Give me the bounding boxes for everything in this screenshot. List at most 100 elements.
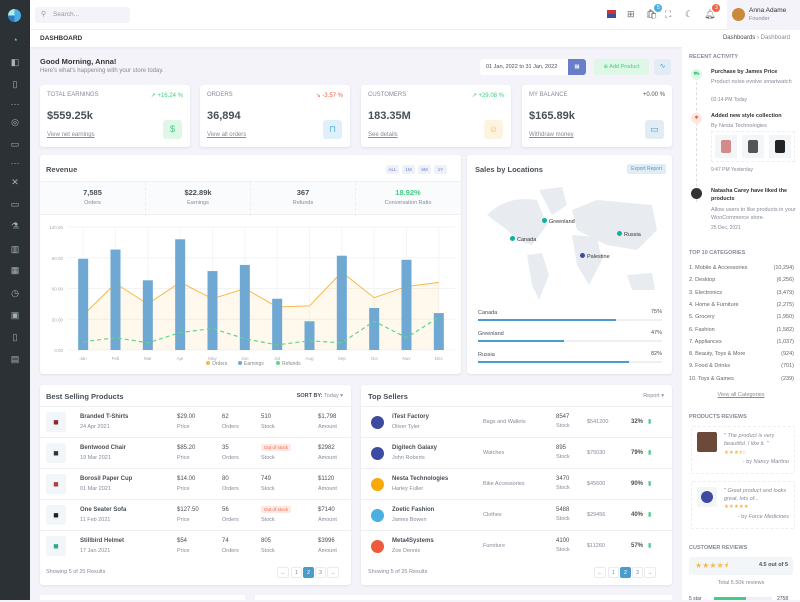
product-name[interactable]: Bentwood Chair [80,445,126,451]
prev-page-button[interactable]: ← [594,567,606,578]
category-item[interactable]: 9. Food & Drinks (701) [689,363,794,369]
table-row[interactable]: Digitech Galaxy John Roberts Watches 895… [361,437,672,468]
filter-1y-button[interactable]: 1Y [434,165,447,174]
activity-title[interactable]: Natasha Carey have liked the products [711,188,788,202]
map-marker[interactable]: Russia [617,231,641,238]
stat-link[interactable]: See details [368,132,398,138]
topbar: ⚲ Search... ⊞ 🛍︎ 5 ⛶ ☾ 🔔︎ 3 Anna Adame Fou… [30,0,800,30]
layout-icon[interactable]: ▯ [12,79,18,89]
filter-1m-button[interactable]: 1M [402,165,415,174]
seller-name[interactable]: Zoetic Fashion [392,507,435,513]
grid-icon[interactable]: ▦ [10,265,20,275]
fullscreen-icon[interactable]: ⛶ [665,9,672,19]
search-input[interactable]: ⚲ Search... [35,7,130,23]
table-row[interactable]: Meta4Systems Zoe Dennis Furniture 4100 S… [361,530,672,561]
activity-toggle-button[interactable]: ∿ [654,59,671,75]
dashboard-icon[interactable]: ◔ [12,35,18,45]
summary-value: 18.92% [395,188,421,197]
more-icon[interactable]: ··· [10,158,20,168]
report-dropdown[interactable]: Report ▾ [643,393,664,399]
category-item[interactable]: 7. Appliances (1,037) [689,339,794,345]
stat-link[interactable]: View all orders [207,132,247,138]
seller-name[interactable]: Meta4Systems [392,538,434,544]
category-item[interactable]: 6. Fashion (1,582) [689,327,794,333]
avatar [691,188,702,199]
product-price: $127.50 [177,507,199,513]
seller-stock: 895 [556,445,567,451]
category-item[interactable]: 1. Mobile & Accessories (10,294) [689,265,794,271]
flask-icon[interactable]: ⚗ [10,221,20,231]
breadcrumb-parent[interactable]: Dashboards [722,35,756,41]
date-range-picker[interactable]: 01 Jan, 2022 to 31 Jan, 2022 ▦ [480,59,586,75]
view-all-categories-link[interactable]: View all Categories [717,392,765,398]
more-icon[interactable]: ··· [10,99,20,109]
chart-icon[interactable]: ▥ [10,244,20,254]
category-item[interactable]: 8. Beauty, Toys & More (924) [689,351,794,357]
briefcase-icon[interactable]: ▭ [10,199,20,209]
map-icon[interactable]: ▯ [12,332,18,342]
category-item[interactable]: 4. Home & Furniture (2,275) [689,302,794,308]
export-report-button[interactable]: Export Report [627,164,666,174]
product-name[interactable]: Branded T-Shirts [80,414,129,420]
category-item[interactable]: 10. Toys & Games (239) [689,376,794,382]
page-2-button[interactable]: 2 [620,567,631,578]
flag-icon[interactable] [607,10,616,18]
dark-mode-icon[interactable]: ☾ [685,9,694,19]
table-row[interactable]: ■ Stillbird Helmet 17 Jan 2021 $54 Price… [40,530,351,561]
next-page-button[interactable]: → [327,567,339,578]
page-3-button[interactable]: 3 [315,567,326,578]
product-name[interactable]: Stillbird Helmet [80,538,125,544]
jacket-image[interactable] [715,135,737,158]
map-marker[interactable]: Greenland [542,218,575,225]
activity-title[interactable]: Added new style collection [711,113,782,119]
add-product-button[interactable]: ⊕ Add Product [594,59,649,75]
logo[interactable] [8,9,21,22]
table-row[interactable]: Zoetic Fashion James Bowen Clothes 5488 … [361,499,672,530]
page-icon[interactable]: ▣ [10,310,20,320]
stat-link[interactable]: View net earnings [47,132,95,138]
amount-label: Amount [318,424,337,430]
user-menu[interactable]: Anna Adame Founder [727,0,800,30]
cart-icon[interactable]: 🛍︎ 5 [646,4,663,20]
file-icon[interactable]: ▤ [10,354,20,364]
review-quote: " The product is very beautiful. I like … [724,433,775,447]
table-row[interactable]: iTest Factory Oliver Tyler Bags and Wall… [361,406,672,437]
card-icon[interactable]: ▭ [10,139,20,149]
table-row[interactable]: ■ Branded T-Shirts 24 Apr 2021 $29.00 Pr… [40,406,351,437]
apps-icon[interactable]: ⊞ [627,9,635,19]
page-1-button[interactable]: 1 [291,567,302,578]
category-item[interactable]: 2. Desktop (6,256) [689,277,794,283]
table-row[interactable]: Nesta Technologies Harley Fuller Bike Ac… [361,468,672,499]
apps-icon[interactable]: ◧ [10,57,20,67]
page-2-button[interactable]: 2 [303,567,314,578]
table-row[interactable]: ■ Bentwood Chair 19 Mar 2021 $85.20 Pric… [40,437,351,468]
seller-name[interactable]: iTest Factory [392,414,429,420]
product-name[interactable]: Borosil Paper Cup [80,476,133,482]
table-row[interactable]: ■ One Seater Sofa 11 Feb 2021 $127.50 Pr… [40,499,351,530]
tools-icon[interactable]: ✕ [11,177,19,187]
seller-name[interactable]: Nesta Technologies [392,476,449,482]
chair-image[interactable] [742,135,764,158]
prev-page-button[interactable]: ← [277,567,289,578]
clock-icon[interactable]: ◷ [11,288,19,298]
map-marker[interactable]: Canada [510,236,536,243]
stat-link[interactable]: Withdraw money [529,132,574,138]
filter-all-button[interactable]: ALL [386,165,399,174]
next-page-button[interactable]: → [644,567,656,578]
filter-6m-button[interactable]: 6M [418,165,431,174]
seller-name[interactable]: Digitech Galaxy [392,445,438,451]
table-row[interactable]: ■ Borosil Paper Cup 01 Mar 2021 $14.00 P… [40,468,351,499]
map-marker[interactable]: Palestine [580,253,610,260]
bag-image[interactable] [769,135,791,158]
calendar-icon[interactable]: ▦ [568,59,586,75]
product-name[interactable]: One Seater Sofa [80,507,127,513]
page-3-button[interactable]: 3 [632,567,643,578]
bell-icon[interactable]: 🔔︎ 3 [704,4,721,20]
stat-change: +0.00 % [643,92,665,98]
category-item[interactable]: 3. Electronics (3,479) [689,290,794,296]
user-icon[interactable]: ◎ [11,117,19,127]
sort-dropdown[interactable]: SORT BY: Today ▾ [297,393,343,399]
activity-title[interactable]: Purchase by James Price [711,69,778,75]
category-item[interactable]: 5. Grocery (1,950) [689,314,794,320]
page-1-button[interactable]: 1 [608,567,619,578]
